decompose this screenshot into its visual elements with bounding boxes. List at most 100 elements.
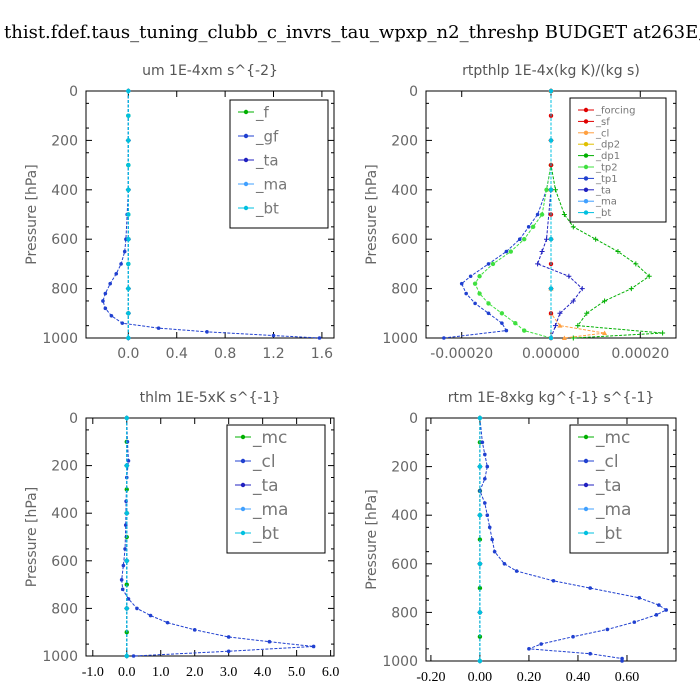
x-tick-label: -0.20: [416, 670, 445, 685]
legend-box: [569, 97, 667, 223]
point-_cl: [527, 647, 531, 651]
x-tick-label: 0.00000: [522, 346, 580, 362]
point-_cl: [120, 587, 125, 592]
legend-label: _ma: [252, 500, 288, 520]
y-axis-label: Pressure [hPa]: [364, 164, 380, 264]
point-_bt: [548, 88, 554, 94]
point-_bt: [124, 606, 129, 611]
y-tick-label: 800: [51, 282, 78, 298]
legend-label: _cl: [252, 452, 276, 472]
point-_cl: [192, 628, 197, 632]
x-tick-label: 0.0: [118, 665, 136, 680]
point-_bt: [477, 464, 483, 469]
point-_tp2: [477, 291, 482, 296]
series-line-_tp1: [443, 91, 552, 339]
legend: _mc _cl _ta _ma _bt: [569, 424, 669, 554]
point-_cl: [514, 569, 519, 573]
legend-marker: [240, 434, 246, 440]
y-tick-label: 400: [51, 506, 78, 522]
point-_tp2: [486, 301, 491, 306]
legend-marker: [583, 164, 589, 170]
point-_tp1: [459, 281, 464, 286]
y-tick-label: 400: [391, 508, 418, 524]
legend-marker: [583, 119, 589, 124]
point-_tp2: [508, 249, 514, 254]
point-_gf: [120, 321, 125, 325]
point-_tp1: [526, 225, 531, 229]
chart-panel-3: thlm 1E-5xK s^{-1} Pressure [hPa] 0 200 400 6…: [24, 390, 339, 680]
point-_cl: [483, 452, 487, 457]
legend-label: _ta: [252, 476, 279, 496]
legend-marker: [583, 130, 589, 135]
point-_dp1: [633, 261, 639, 267]
chart-panel-4: rtm 1E-8xkg kg^{-1} s^{-1} Pressure [hPa]…: [364, 390, 677, 685]
x-tick-label: 0.4: [166, 346, 188, 362]
point-_dp1: [584, 310, 590, 316]
point-_bt: [548, 187, 554, 192]
point-_bt: [477, 513, 483, 518]
point-_tp1: [486, 311, 491, 316]
legend-label: _mc: [252, 428, 287, 448]
point-_bt: [477, 610, 483, 615]
plot-frame: [85, 417, 335, 657]
point-_tp2: [490, 261, 496, 267]
point-_dp1: [570, 224, 576, 230]
point-_bt: [126, 138, 131, 143]
point-_ta: [566, 273, 572, 279]
point-_cl: [539, 642, 543, 646]
x-tick-label: 1.2: [262, 346, 284, 362]
x-tick-label: 5.0: [288, 665, 306, 680]
y-tick-label: 1000: [42, 331, 78, 347]
legend-marker: [583, 176, 589, 181]
legend-label: _ma: [595, 500, 631, 520]
legend-label: _bt: [595, 208, 611, 219]
point-_cl: [551, 579, 556, 583]
point-_cl: [125, 440, 130, 444]
point-_cl: [226, 649, 231, 654]
point-_mc: [124, 487, 129, 492]
point-_dp1: [602, 298, 608, 304]
x-tick-label: 1.6: [311, 346, 333, 362]
plot-frame: [425, 417, 677, 662]
point-_tp2: [513, 320, 518, 326]
panel-title: um 1E-4xm s^{-2}: [142, 63, 278, 79]
point-_ta: [544, 236, 550, 242]
point-_tp1: [535, 212, 540, 217]
y-tick-label: 200: [391, 460, 418, 476]
x-tick-label: 2.0: [186, 665, 204, 680]
point-_cl: [588, 586, 593, 590]
x-tick-label: -1.0: [82, 665, 104, 680]
y-tick-label: 1000: [42, 649, 78, 665]
legend-label: _ta: [255, 151, 279, 170]
legend: _f _gf _ta _ma _bt: [229, 99, 329, 229]
y-tick-label: 600: [51, 232, 78, 248]
point-_cl: [637, 596, 642, 600]
figure-title: thist.fdef.taus_tuning_clubb_c_invrs_tau…: [4, 22, 700, 43]
point-_gf: [108, 281, 112, 286]
legend-label: _forcing: [595, 106, 636, 117]
legend-marker: [583, 107, 589, 113]
point-_cl: [483, 501, 487, 505]
x-tick-label: 0.40: [566, 670, 591, 685]
x-tick-label: 0.00020: [611, 346, 669, 362]
point-_gf: [101, 299, 105, 303]
point-_cl: [311, 644, 316, 649]
x-tick-label: 0.8: [214, 346, 236, 362]
legend-marker: [243, 109, 249, 115]
x-tick-label: -0.00020: [430, 346, 493, 362]
point-_gf: [109, 313, 114, 318]
x-tick-label: 0.20: [517, 670, 542, 685]
x-tick-label: 1.0: [152, 665, 170, 680]
point-_cl: [124, 499, 128, 504]
point-_bt: [126, 187, 131, 192]
point-_bt: [548, 335, 554, 341]
legend-marker: [583, 142, 589, 147]
point-_dp1: [561, 212, 567, 217]
point-_cl: [485, 464, 490, 469]
legend-marker: [583, 506, 589, 512]
legend-marker: [583, 187, 589, 192]
point-_tp1: [473, 301, 477, 306]
legend-marker: [583, 458, 589, 464]
point-_tp1: [486, 262, 491, 266]
legend-label: _ta: [595, 476, 622, 496]
